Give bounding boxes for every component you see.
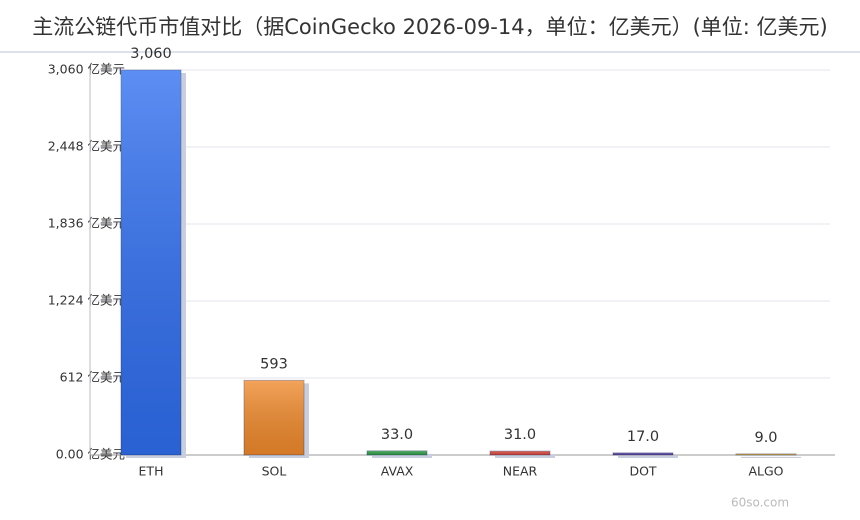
watermark: 60so.com [731,496,789,510]
x-tick-label: AVAX [381,464,414,479]
bar-shine [736,453,796,455]
bar-shine [121,70,181,455]
value-label: 31.0 [504,427,536,443]
y-tick-label: 1,836 亿美元 [48,216,125,231]
bar-shine [613,452,673,455]
bar-shadow [495,454,555,458]
y-tick-label: 2,448 亿美元 [48,139,125,154]
chart-title: 主流公链代币市值对比（据CoinGecko 2026-09-14，单位：亿美元）… [32,15,828,39]
y-tick-label: 3,060 亿美元 [48,62,125,77]
x-tick-label: DOT [629,464,656,479]
bar-shadow [741,456,801,458]
bar-shine [244,380,304,455]
y-tick-label: 1,224 亿美元 [48,293,125,308]
y-tick-label: 612 亿美元 [60,370,125,385]
x-tick-label: SOL [262,464,287,479]
bar-shine [367,450,427,455]
bar-shine [490,451,550,455]
value-label: 9.0 [754,430,777,446]
x-tick-label: NEAR [503,464,538,479]
bar-shadow [618,455,678,458]
value-label: 593 [260,356,288,372]
x-tick-label: ETH [139,464,164,479]
value-label: 33.0 [381,427,413,443]
value-label: 17.0 [627,429,659,445]
bar-shadow [372,453,432,458]
value-label: 3,060 [130,46,172,62]
x-tick-label: ALGO [748,464,783,479]
